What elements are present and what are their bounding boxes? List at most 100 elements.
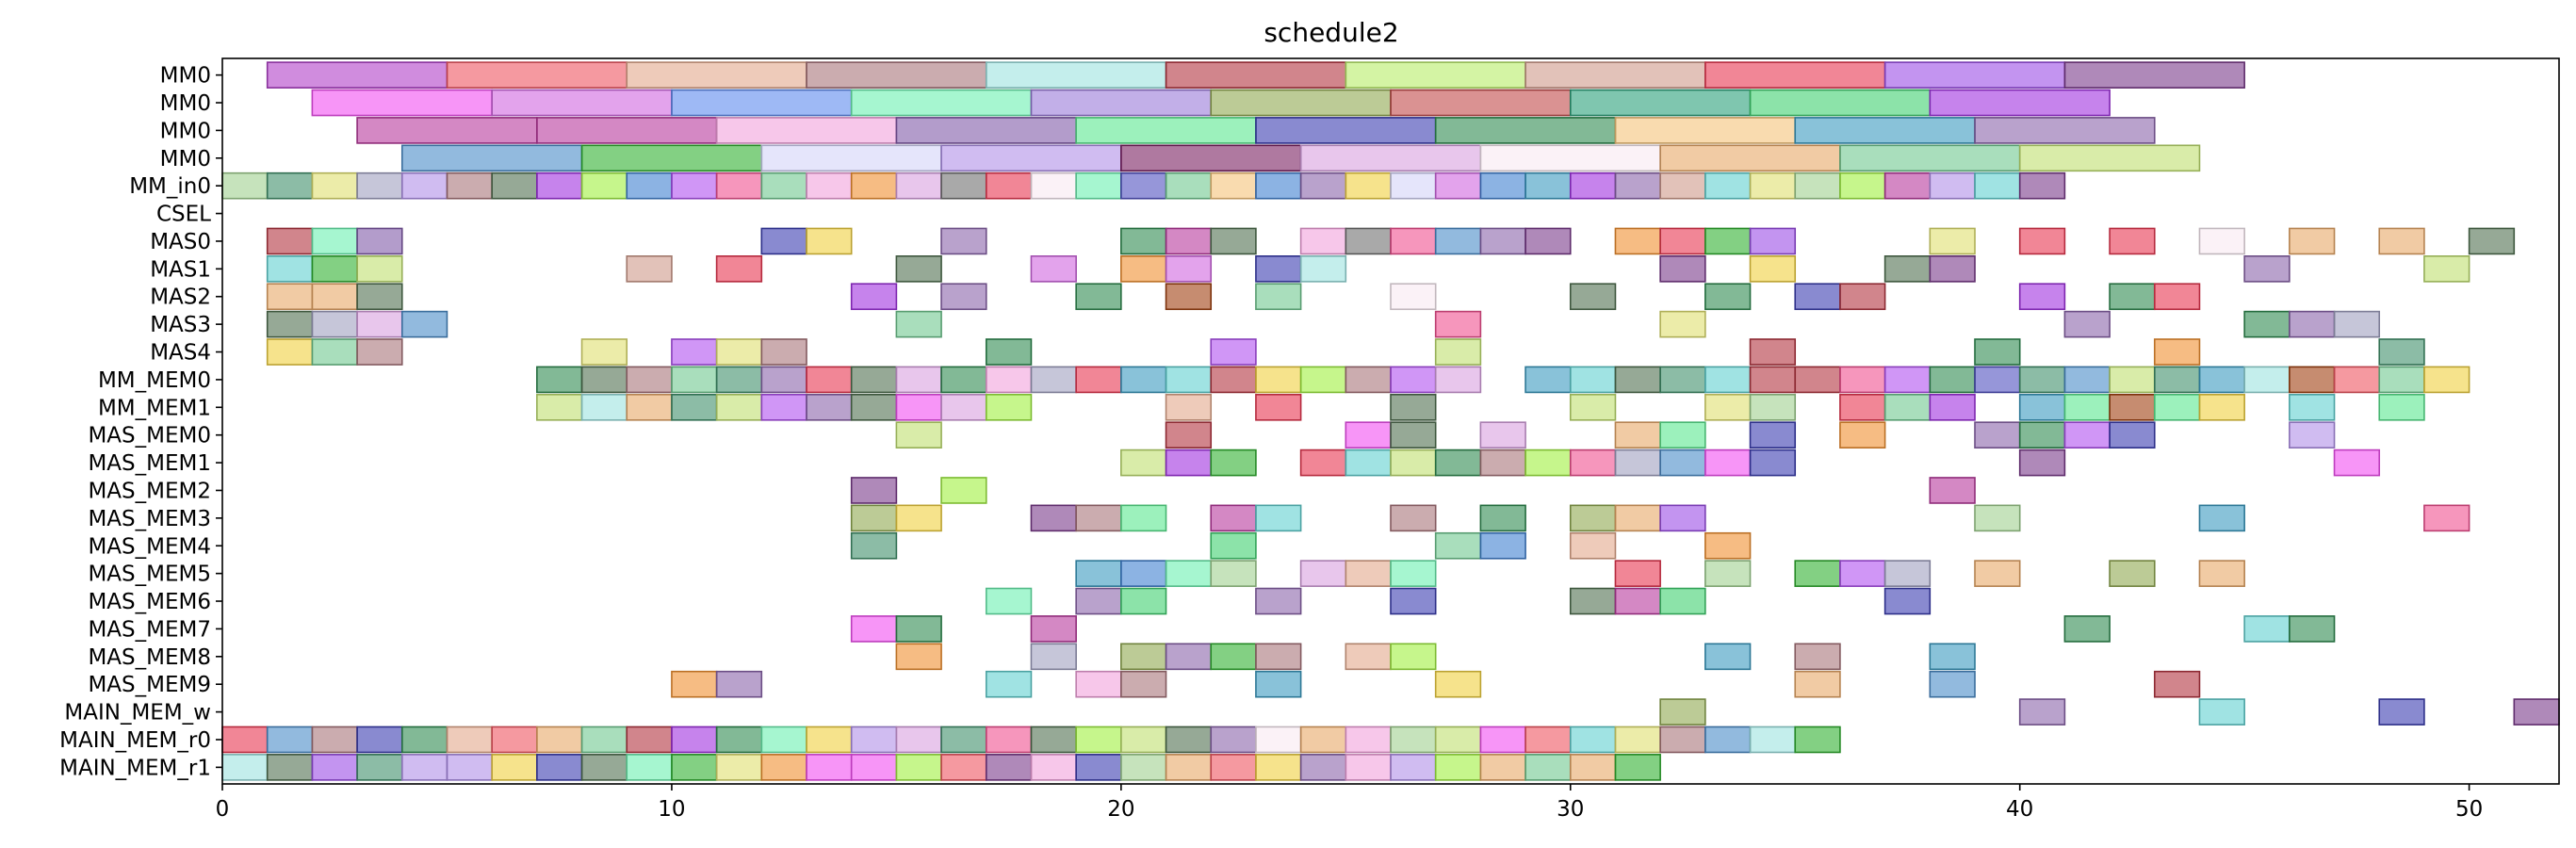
bar-row11-25 xyxy=(1704,366,1752,394)
bar-row25-29 xyxy=(1524,754,1572,781)
bar-row10-4 xyxy=(671,338,718,366)
bar-row3-7 xyxy=(1659,144,1841,172)
bar-row10-0 xyxy=(266,338,314,366)
bar-row20-2 xyxy=(1030,615,1077,643)
bar-row25-3 xyxy=(356,754,403,781)
bar-row4-33 xyxy=(1704,171,1752,200)
bar-row18-10 xyxy=(1839,560,1886,587)
bar-row14-8 xyxy=(1524,448,1572,477)
bar-row25-14 xyxy=(850,754,898,781)
bar-row7-6 xyxy=(1030,255,1077,283)
bar-row13-4 xyxy=(1479,421,1526,449)
bar-row24-2 xyxy=(311,726,358,754)
bar-row6-10 xyxy=(1345,227,1392,255)
y-tick-label-0: MM0 xyxy=(160,64,211,89)
bar-row12-5 xyxy=(760,393,807,421)
x-tick-label-5: 50 xyxy=(2455,797,2483,822)
bar-row10-10 xyxy=(1749,338,1797,366)
bar-row6-6 xyxy=(1120,227,1167,255)
bar-row25-7 xyxy=(536,754,583,781)
bar-row23-2 xyxy=(2198,698,2245,726)
bar-row4-31 xyxy=(1614,171,1661,200)
bar-row25-6 xyxy=(491,754,538,781)
bar-row6-4 xyxy=(806,227,853,255)
chart-title: schedule2 xyxy=(1264,17,1398,48)
bar-row2-3 xyxy=(895,117,1077,144)
y-axis: MM0MM0MM0MM0MM_in0CSELMAS0MAS1MAS2MAS3MA… xyxy=(59,64,222,780)
bar-row14-1 xyxy=(1165,448,1213,477)
bar-row12-4 xyxy=(715,393,763,421)
bar-row10-2 xyxy=(356,338,403,366)
bar-row9-3 xyxy=(400,310,448,338)
bar-row24-12 xyxy=(760,726,807,754)
y-tick-label-8: MAS2 xyxy=(150,285,211,310)
bar-row25-2 xyxy=(311,754,358,781)
bar-row25-10 xyxy=(671,754,718,781)
bar-row19-0 xyxy=(985,587,1033,615)
bar-row18-4 xyxy=(1299,560,1347,587)
bar-row18-1 xyxy=(1120,560,1167,587)
bar-row18-7 xyxy=(1614,560,1661,587)
bar-row16-10 xyxy=(1614,504,1661,532)
bar-row4-22 xyxy=(1210,171,1257,200)
bar-row15-0 xyxy=(850,477,898,504)
bar-row7-1 xyxy=(311,255,358,283)
y-tick-label-1: MM0 xyxy=(160,91,211,116)
bar-row12-3 xyxy=(671,393,718,421)
bar-row25-23 xyxy=(1255,754,1302,781)
bar-row2-6 xyxy=(1434,117,1617,144)
bar-row11-24 xyxy=(1659,366,1706,394)
bar-row21-10 xyxy=(1929,643,1976,671)
bar-row8-15 xyxy=(2153,283,2201,311)
bar-row1-2 xyxy=(671,89,853,117)
bar-row25-11 xyxy=(715,754,763,781)
bar-row12-19 xyxy=(1929,393,1976,421)
bar-row4-15 xyxy=(895,171,942,200)
bar-row11-1 xyxy=(580,366,628,394)
bar-row14-11 xyxy=(1659,448,1706,477)
bar-row4-25 xyxy=(1345,171,1392,200)
bar-row25-4 xyxy=(400,754,448,781)
bar-row25-16 xyxy=(940,754,987,781)
bar-row0-8 xyxy=(1704,61,1886,89)
x-tick-label-3: 30 xyxy=(1557,797,1584,822)
bar-row7-0 xyxy=(266,255,314,283)
bar-row2-7 xyxy=(1614,117,1797,144)
bar-row12-23 xyxy=(2153,393,2201,421)
bar-row24-30 xyxy=(1569,726,1617,754)
bar-row22-5 xyxy=(1255,670,1302,698)
bar-row8-4 xyxy=(940,283,987,311)
bar-row12-24 xyxy=(2198,393,2245,421)
bar-row25-1 xyxy=(266,754,314,781)
bar-row8-8 xyxy=(1390,283,1437,311)
bar-row4-8 xyxy=(580,171,628,200)
bar-row12-8 xyxy=(895,393,942,421)
bar-row10-3 xyxy=(580,338,628,366)
bar-row6-8 xyxy=(1210,227,1257,255)
bar-row0-5 xyxy=(1165,61,1347,89)
bar-row8-14 xyxy=(2109,283,2156,311)
bar-row20-4 xyxy=(2243,615,2291,643)
bar-row11-34 xyxy=(2109,366,2156,394)
bar-row24-28 xyxy=(1479,726,1526,754)
bar-row1-1 xyxy=(491,89,673,117)
bar-row7-15 xyxy=(2243,255,2291,283)
bar-row11-22 xyxy=(1569,366,1617,394)
bar-row12-16 xyxy=(1749,393,1797,421)
bar-row25-28 xyxy=(1479,754,1526,781)
bar-row24-10 xyxy=(671,726,718,754)
x-tick-label-1: 10 xyxy=(658,797,685,822)
bar-row11-21 xyxy=(1524,366,1572,394)
y-tick-label-12: MM_MEM1 xyxy=(98,396,211,420)
bar-row12-1 xyxy=(580,393,628,421)
bar-row2-5 xyxy=(1255,117,1437,144)
bar-row13-6 xyxy=(1659,421,1706,449)
bar-row22-1 xyxy=(715,670,763,698)
bar-row25-15 xyxy=(895,754,942,781)
bar-row11-38 xyxy=(2289,366,2336,394)
bar-row16-2 xyxy=(1030,504,1077,532)
bar-row4-28 xyxy=(1479,171,1526,200)
y-tick-label-17: MAS_MEM4 xyxy=(88,534,211,559)
bar-row3-1 xyxy=(580,144,763,172)
